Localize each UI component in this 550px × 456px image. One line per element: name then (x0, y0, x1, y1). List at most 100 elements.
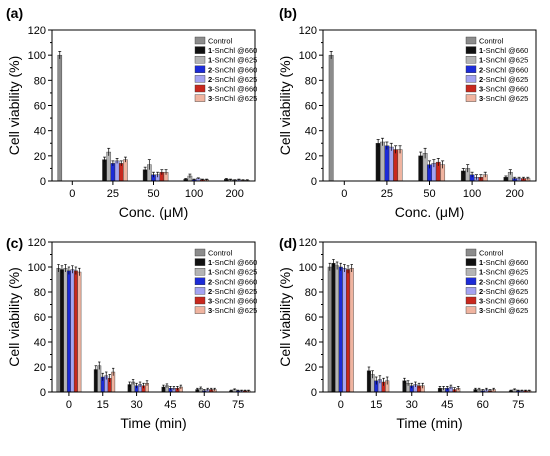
legend-entry: 1-SnChl @625 (479, 56, 528, 65)
bar (77, 271, 82, 393)
legend-swatch (194, 306, 206, 314)
y-tick-label: 100 (299, 50, 317, 62)
y-tick-label: 80 (305, 75, 317, 87)
legend-swatch (465, 94, 477, 102)
bar (384, 145, 390, 182)
legend-text: Control (479, 37, 504, 46)
y-tick-label: 80 (34, 75, 46, 87)
legend-swatch (465, 84, 477, 93)
bar (66, 270, 71, 393)
legend-entry: 2-SnChl @660 (208, 277, 257, 286)
x-tick-label: 0 (341, 188, 347, 200)
legend-number: 1 (208, 56, 212, 65)
x-tick-label: 200 (506, 188, 524, 200)
panel-label: (a) (6, 5, 23, 21)
legend-text: -SnChl @660 (212, 65, 257, 74)
legend-number: 1 (479, 258, 483, 267)
legend-swatch (194, 56, 206, 64)
chart-panel-1: (a) 0 20 40 60 80 100 120 0 25 50 100 200 Conc. (μM) C… (6, 5, 257, 220)
legend-entry: 1-SnChl @625 (479, 268, 528, 277)
bar (73, 270, 78, 393)
y-axis-label: Cell viability (%) (6, 267, 22, 367)
x-axis-label: Time (min) (396, 415, 462, 431)
legend-text: -SnChl @625 (212, 268, 257, 277)
legend-text: -SnChl @660 (212, 277, 257, 286)
y-tick-label: 20 (305, 362, 317, 374)
legend-text: -SnChl @660 (483, 65, 528, 74)
legend-text: -SnChl @660 (212, 297, 257, 306)
legend-text: -SnChl @660 (483, 277, 528, 286)
bar (56, 268, 61, 393)
y-tick-label: 0 (40, 387, 46, 399)
x-axis-label: Conc. (μM) (395, 204, 465, 220)
x-tick-label: 100 (463, 188, 481, 200)
x-tick-label: 100 (185, 188, 203, 200)
legend-entry: 1-SnChl @660 (479, 46, 528, 55)
x-tick-label: 50 (147, 188, 159, 200)
legend-swatch (194, 94, 206, 102)
legend-swatch (194, 248, 206, 257)
legend-entry: 3-SnChl @625 (479, 306, 528, 315)
x-tick-label: 30 (130, 399, 142, 411)
bar (118, 163, 124, 182)
legend-text: -SnChl @660 (483, 85, 528, 94)
legend-swatch (465, 36, 477, 45)
y-axis-label: Cell viability (%) (277, 267, 293, 367)
legend-entry: 3-SnChl @660 (208, 85, 257, 94)
legend-entry: 2-SnChl @625 (208, 287, 257, 296)
legend-swatch (465, 306, 477, 314)
y-tick-label: 120 (28, 25, 46, 37)
legend-swatch (194, 84, 206, 93)
x-tick-label: 25 (381, 188, 393, 200)
legend-text: -SnChl @625 (483, 268, 528, 277)
legend-text: -SnChl @660 (483, 46, 528, 55)
legend-entry: 2-SnChl @660 (479, 277, 528, 286)
legend-number: 1 (479, 56, 483, 65)
legend-swatch (194, 277, 206, 285)
legend-text: -SnChl @625 (483, 94, 528, 103)
legend-number: 2 (479, 277, 483, 286)
y-tick-label: 80 (305, 287, 317, 299)
panel-label: (c) (6, 235, 23, 251)
panel-label: (b) (279, 5, 297, 21)
legend-number: 3 (208, 297, 212, 306)
chart-panel-3: (c) 0 20 40 60 80 100 120 0 15 30 45 60 75 Time (min) C… (6, 235, 257, 431)
legend-entry: 2-SnChl @625 (208, 75, 257, 84)
y-tick-label: 20 (34, 362, 46, 374)
legend-swatch (194, 36, 206, 45)
legend-number: 3 (479, 94, 483, 103)
bar (346, 269, 351, 393)
y-tick-label: 100 (299, 262, 317, 274)
y-tick-label: 120 (28, 237, 46, 249)
legend-number: 3 (479, 297, 483, 306)
legend-entry: 2-SnChl @660 (479, 65, 528, 74)
legend-number: 3 (208, 85, 212, 94)
y-tick-label: 0 (40, 176, 46, 188)
y-tick-label: 100 (28, 50, 46, 62)
x-tick-label: 60 (477, 399, 489, 411)
legend-entry: Control (479, 249, 504, 258)
legend-number: 2 (479, 287, 483, 296)
legend-swatch (194, 258, 206, 266)
legend-text: -SnChl @625 (212, 56, 257, 65)
legend-text: -SnChl @625 (483, 306, 528, 315)
bar (342, 268, 347, 393)
y-tick-label: 120 (299, 237, 317, 249)
legend-swatch (465, 296, 477, 305)
legend-number: 3 (479, 306, 483, 315)
x-axis-label: Conc. (μM) (119, 204, 189, 220)
legend-number: 3 (208, 94, 212, 103)
legend-swatch (194, 75, 206, 83)
bar (57, 54, 63, 182)
legend-entry: 3-SnChl @625 (208, 94, 257, 103)
legend-number: 2 (208, 65, 212, 74)
legend-entry: 3-SnChl @625 (479, 94, 528, 103)
x-tick-label: 75 (512, 399, 524, 411)
x-tick-label: 30 (406, 399, 418, 411)
legend-text: -SnChl @660 (483, 297, 528, 306)
x-axis-label: Time (min) (120, 415, 186, 431)
